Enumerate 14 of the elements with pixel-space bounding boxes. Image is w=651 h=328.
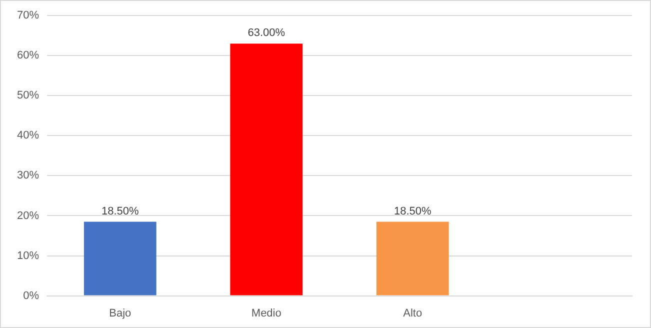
y-tick-label: 30% bbox=[16, 170, 40, 182]
y-tick-label: 0% bbox=[23, 290, 40, 302]
y-tick-label: 60% bbox=[16, 50, 40, 62]
x-tick-label: Alto bbox=[403, 307, 422, 320]
x-tick-label: Medio bbox=[251, 307, 282, 320]
y-tick-label: 70% bbox=[16, 10, 40, 22]
data-label: 63.00% bbox=[248, 27, 286, 40]
data-label: 18.50% bbox=[101, 205, 140, 218]
y-tick-label: 50% bbox=[16, 90, 40, 102]
y-tick-label: 20% bbox=[16, 210, 40, 222]
y-tick-label: 10% bbox=[16, 250, 40, 262]
data-label: 18.50% bbox=[394, 205, 432, 218]
y-tick-label: 40% bbox=[16, 130, 40, 142]
x-tick-label: Bajo bbox=[109, 307, 132, 320]
